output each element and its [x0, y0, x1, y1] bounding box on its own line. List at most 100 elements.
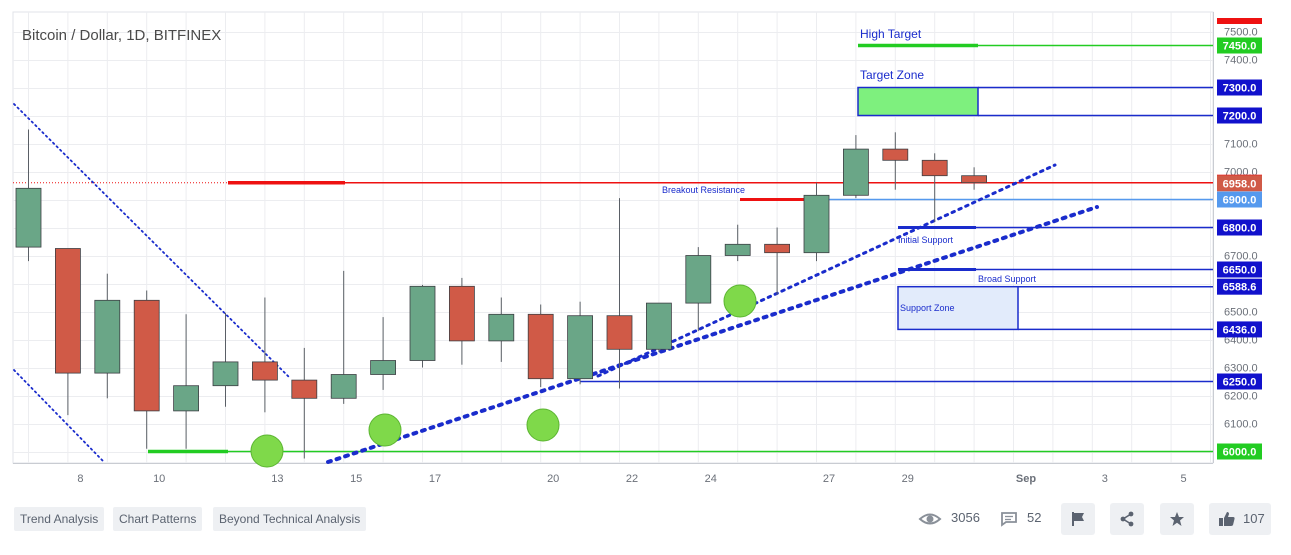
price-badge-6000-0-bg — [1217, 443, 1262, 460]
candle — [606, 198, 633, 389]
candle-body — [843, 148, 869, 196]
candle-body — [921, 159, 948, 177]
price-badge-7200-0: 7200.0 — [1223, 111, 1257, 123]
share-button[interactable] — [1110, 503, 1144, 535]
x-tick-label: Sep — [1016, 473, 1036, 485]
annotation-broad-support: Broad Support — [978, 274, 1037, 284]
thumbs-up-icon — [1219, 512, 1235, 526]
y-tick-label: 7400.0 — [1224, 55, 1258, 67]
price-badge-6588-6-bg — [1217, 278, 1262, 295]
candle-body — [55, 248, 81, 374]
candle — [527, 304, 554, 388]
footer-bar: Trend Analysis Chart Patterns Beyond Tec… — [0, 500, 1291, 540]
comment-count: 52 — [1027, 510, 1042, 525]
candle-body — [685, 255, 712, 304]
like-button[interactable]: 107 — [1209, 503, 1271, 535]
candle-body — [173, 385, 200, 412]
x-tick-label: 20 — [547, 473, 559, 485]
candle — [212, 312, 239, 407]
tag-chart-patterns[interactable]: Chart Patterns — [113, 507, 203, 531]
candle-body — [409, 285, 436, 361]
candle — [15, 129, 42, 262]
price-badge-6250-0: 6250.0 — [1223, 377, 1257, 389]
price-badge-7200-0-bg — [1217, 107, 1262, 124]
annotation-initial-support: Initial Support — [898, 235, 954, 245]
x-tick-label: 8 — [77, 473, 83, 485]
candle — [94, 273, 121, 399]
annotation-support-zone: Support Zone — [900, 303, 955, 313]
candle — [843, 135, 869, 199]
y-tick-label: 7100.0 — [1224, 139, 1258, 151]
candle — [921, 153, 948, 222]
candle — [961, 167, 987, 190]
y-tick-label: 6700.0 — [1224, 251, 1258, 263]
marker-circle — [526, 408, 560, 442]
candle-body — [567, 315, 593, 380]
candle — [764, 227, 790, 295]
price-badge-last: 6958.0 — [1223, 178, 1257, 190]
candle-body — [724, 243, 751, 256]
candle — [55, 248, 81, 416]
candle — [409, 284, 436, 368]
tag-beyond-technical-analysis[interactable]: Beyond Technical Analysis — [213, 507, 367, 531]
candle-body — [961, 175, 987, 184]
downtrend-line-lower — [13, 369, 104, 462]
candle-body — [133, 299, 160, 412]
x-tick-label: 5 — [1181, 473, 1187, 485]
price-badge-6900-0-bg — [1217, 191, 1262, 208]
chart-title: Bitcoin / Dollar, 1D, BITFINEX — [22, 27, 222, 44]
trend-lines — [13, 103, 1099, 464]
candle — [133, 290, 160, 449]
price-badge-6800-0-bg — [1217, 219, 1262, 236]
candle-body — [448, 285, 475, 342]
marker-circle — [723, 284, 757, 318]
comment-icon[interactable] — [1000, 511, 1018, 527]
share-icon — [1120, 511, 1134, 527]
x-axis-labels: 8 10 13 15 17 20 22 24 27 29 Sep 3 5 — [77, 473, 1186, 485]
candle — [724, 224, 751, 262]
candle — [370, 317, 397, 390]
eye-icon — [918, 513, 942, 525]
x-tick-label: 10 — [153, 473, 165, 485]
candle-body — [15, 187, 42, 248]
price-badge-6588-6: 6588.6 — [1223, 282, 1257, 294]
price-badge-6900-0: 6900.0 — [1223, 195, 1257, 207]
star-icon — [1170, 512, 1184, 526]
flag-button[interactable] — [1061, 503, 1095, 535]
candle-body — [94, 299, 121, 374]
x-tick-label: 27 — [823, 473, 835, 485]
candle-body — [764, 243, 790, 254]
candle-body — [291, 379, 318, 399]
y-tick-label: 6400.0 — [1224, 335, 1258, 347]
y-tick-label: 6300.0 — [1224, 363, 1258, 375]
x-tick-label: 15 — [350, 473, 362, 485]
candle — [567, 301, 593, 385]
annotation-breakout-resistance: Breakout Resistance — [662, 185, 745, 195]
price-badge-7450-0: 7450.0 — [1223, 41, 1257, 53]
uptrend-line-lower — [326, 205, 1099, 464]
y-tick-label: 6200.0 — [1224, 391, 1258, 403]
x-tick-label: 24 — [705, 473, 717, 485]
candle — [173, 314, 200, 449]
downtrend-line-upper — [13, 103, 291, 379]
candle-body — [803, 194, 830, 254]
favorite-button[interactable] — [1160, 503, 1194, 535]
price-badge-6436-0-bg — [1217, 321, 1262, 338]
price-badge-6436-0: 6436.0 — [1223, 324, 1257, 336]
candle — [448, 277, 475, 365]
chart-svg: 6000.06100.06200.06300.06400.06500.06600… — [12, 11, 1262, 485]
candle — [882, 132, 909, 190]
price-badge-7450-0-bg — [1217, 37, 1262, 54]
candle — [291, 347, 318, 459]
x-tick-label: 3 — [1102, 473, 1108, 485]
flag-icon — [1072, 512, 1084, 526]
price-badges: 7450.07300.07200.06960.06900.06800.06650… — [1217, 18, 1262, 460]
candle-body — [882, 148, 909, 161]
top-price-marker — [1217, 18, 1262, 24]
annotation-high-target: High Target — [860, 27, 922, 41]
price-badge-6800-0: 6800.0 — [1223, 223, 1257, 235]
tag-trend-analysis[interactable]: Trend Analysis — [14, 507, 105, 531]
candle — [251, 297, 278, 413]
y-tick-label: 7500.0 — [1224, 27, 1258, 39]
chart-area: 6000.06100.06200.06300.06400.06500.06600… — [12, 11, 1262, 485]
